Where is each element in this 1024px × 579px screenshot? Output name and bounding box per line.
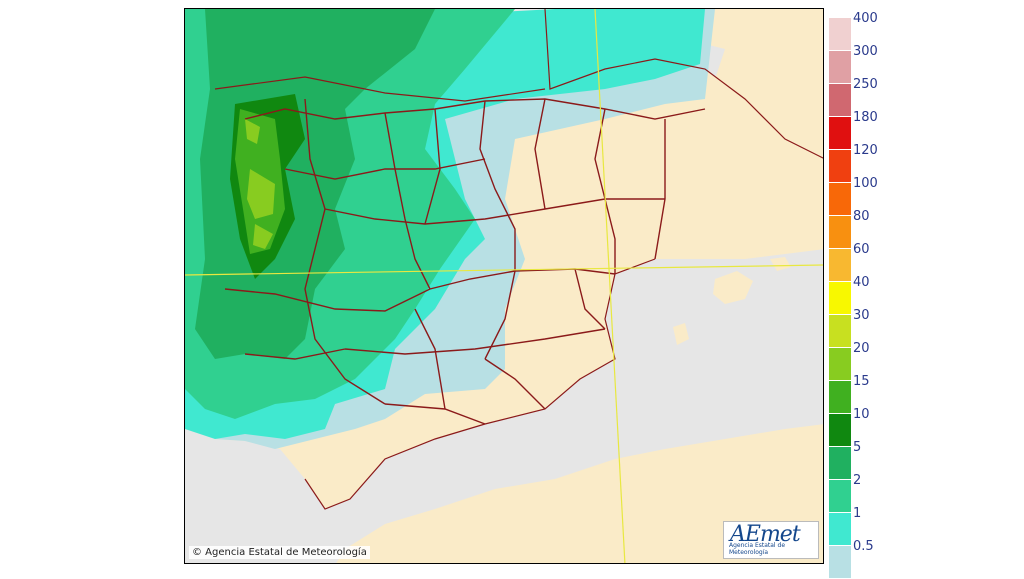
- legend-label: 10: [853, 407, 870, 422]
- legend-swatch: [829, 381, 851, 414]
- precip-green-20: [245, 119, 275, 249]
- legend-swatch: [829, 117, 851, 150]
- legend-label: 20: [853, 341, 870, 356]
- logo-word: AEmet: [730, 522, 801, 547]
- graticule: [185, 9, 823, 563]
- legend-swatch: [829, 282, 851, 315]
- land-france: [545, 9, 823, 158]
- aemet-logo: AEmet Agencia Estatal de Meteorología: [723, 521, 819, 559]
- legend-label: 300: [853, 44, 878, 59]
- coastlines: [214, 9, 823, 510]
- land-balearic: [673, 257, 791, 345]
- legend-swatch: [829, 513, 851, 546]
- legend-label: 1: [853, 506, 862, 521]
- legend-label: 120: [853, 143, 878, 158]
- legend-swatch: [829, 84, 851, 117]
- legend-label: 60: [853, 242, 870, 257]
- legend-label: 250: [853, 77, 878, 92]
- legend-swatch: [829, 546, 851, 579]
- legend-swatch: [829, 348, 851, 381]
- legend-label: 400: [853, 11, 878, 26]
- legend-swatch: [829, 249, 851, 282]
- copyright-text: © Agencia Estatal de Meteorología: [189, 546, 370, 559]
- legend-swatch: [829, 414, 851, 447]
- land-africa: [336, 424, 823, 563]
- map-canvas: [185, 9, 823, 563]
- legend-label: 15: [853, 374, 870, 389]
- precipitation-map: © Agencia Estatal de Meteorología AEmet …: [184, 8, 824, 564]
- legend-swatch: [829, 480, 851, 513]
- legend-swatch: [829, 51, 851, 84]
- legend-swatch: [829, 18, 851, 51]
- legend-label: 40: [853, 275, 870, 290]
- legend-swatch: [829, 183, 851, 216]
- precipitation-legend: [829, 18, 851, 579]
- legend-swatch: [829, 447, 851, 480]
- legend-swatch: [829, 150, 851, 183]
- legend-label: 5: [853, 440, 862, 455]
- legend-label: 100: [853, 176, 878, 191]
- legend-swatch: [829, 315, 851, 348]
- legend-swatch: [829, 216, 851, 249]
- legend-label: 30: [853, 308, 870, 323]
- legend-label: 80: [853, 209, 870, 224]
- legend-label: 180: [853, 110, 878, 125]
- logo-subtitle: Agencia Estatal de Meteorología: [729, 542, 786, 556]
- legend-label: 0.5: [853, 539, 874, 554]
- legend-label: 2: [853, 473, 862, 488]
